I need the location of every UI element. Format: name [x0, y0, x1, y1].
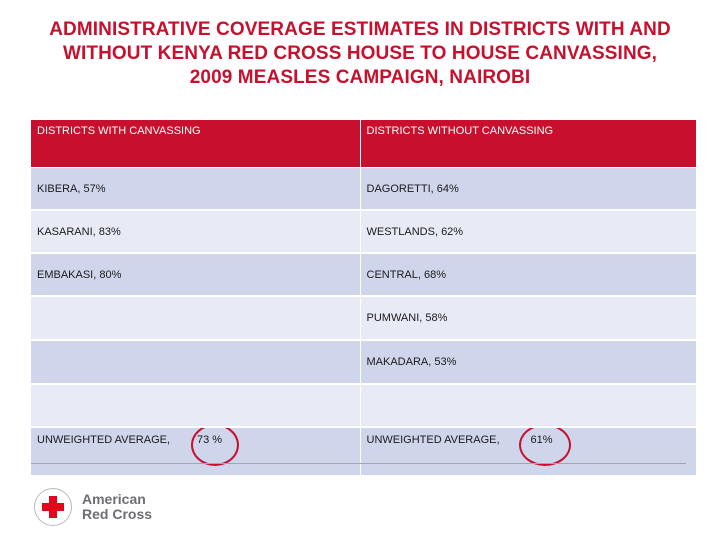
average-label-with: UNWEIGHTED AVERAGE, — [37, 434, 171, 446]
table-cell: MAKADARA, 53% — [360, 340, 697, 385]
highlight-circle — [518, 427, 571, 466]
logo-line-1: American — [82, 491, 146, 507]
cross-horizontal-bar — [42, 503, 64, 511]
average-without-wrapper: UNWEIGHTED AVERAGE, 61% — [366, 427, 571, 466]
table-cell: KASARANI, 83% — [31, 210, 361, 254]
logo-text: American Red Cross — [82, 492, 152, 522]
table-cell: KIBERA, 57% — [31, 167, 361, 211]
title-line-2: WITHOUT KENYA RED CROSS HOUSE TO HOUSE C… — [62, 43, 658, 64]
table-row: KIBERA, 57% DAGORETTI, 64% — [31, 167, 697, 211]
table-row: PUMWANI, 58% — [31, 296, 697, 341]
slide-title: ADMINISTRATIVE COVERAGE ESTIMATES IN DIS… — [0, 18, 720, 90]
title-line-3: 2009 MEASLES CAMPAIGN, NAIROBI — [189, 67, 531, 88]
table-cell: DAGORETTI, 64% — [360, 167, 697, 211]
table-row: EMBAKASI, 80% CENTRAL, 68% — [31, 253, 697, 297]
average-cell-with: UNWEIGHTED AVERAGE, 73 % — [31, 427, 361, 477]
table-cell — [31, 296, 361, 341]
american-red-cross-logo: American Red Cross — [34, 487, 152, 527]
table-row — [31, 384, 697, 428]
divider-line — [31, 463, 686, 464]
coverage-table: DISTRICTS WITH CANVASSING DISTRICTS WITH… — [31, 120, 697, 477]
table-row: KASARANI, 83% WESTLANDS, 62% — [31, 210, 697, 254]
table-cell — [31, 340, 361, 385]
title-line-1: ADMINISTRATIVE COVERAGE ESTIMATES IN DIS… — [49, 19, 671, 40]
highlight-circle — [191, 427, 239, 466]
average-label-without: UNWEIGHTED AVERAGE, — [366, 434, 500, 446]
table-cell: EMBAKASI, 80% — [31, 253, 361, 297]
table-header-row: DISTRICTS WITH CANVASSING DISTRICTS WITH… — [31, 120, 697, 168]
average-value-with: 73 % — [197, 434, 223, 446]
logo-line-2: Red Cross — [82, 506, 153, 522]
table-row: MAKADARA, 53% — [31, 340, 697, 385]
average-with-wrapper: UNWEIGHTED AVERAGE, 73 % — [37, 427, 239, 466]
average-value-without: 61% — [530, 434, 553, 446]
table-cell: WESTLANDS, 62% — [360, 210, 697, 254]
table-cell: CENTRAL, 68% — [360, 253, 697, 297]
average-cell-without: UNWEIGHTED AVERAGE, 61% — [360, 427, 697, 477]
header-without-canvassing: DISTRICTS WITHOUT CANVASSING — [360, 120, 697, 168]
header-with-canvassing: DISTRICTS WITH CANVASSING — [31, 120, 361, 168]
average-row: UNWEIGHTED AVERAGE, 73 % UNWEIGHTED AVER… — [31, 427, 697, 477]
red-cross-icon — [34, 488, 72, 526]
table-cell — [31, 384, 361, 428]
table-cell: PUMWANI, 58% — [360, 296, 697, 341]
table-cell — [360, 384, 697, 428]
